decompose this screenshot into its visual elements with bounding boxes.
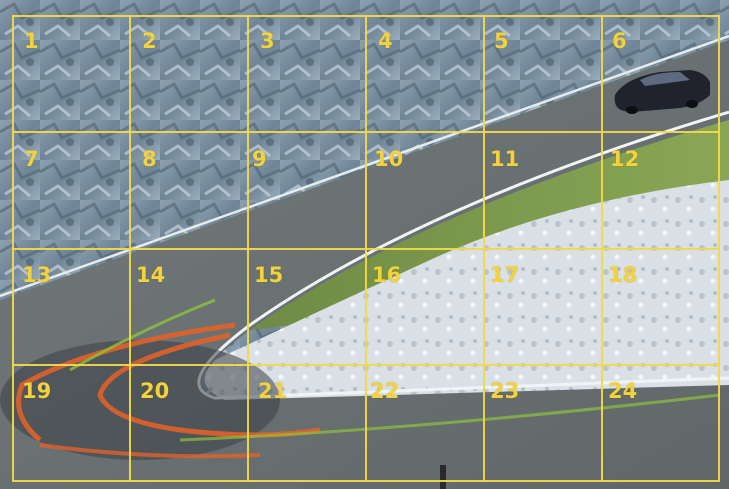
grid-cell-label: 19 bbox=[22, 381, 51, 402]
grid-cell-label: 20 bbox=[140, 381, 169, 402]
grid-overlay: 1 2 3 4 5 6 7 8 9 10 11 12 13 14 15 16 1… bbox=[12, 15, 720, 482]
grid-line bbox=[12, 248, 720, 250]
grid-cell-label: 6 bbox=[612, 31, 627, 52]
grid-cell-label: 16 bbox=[372, 265, 401, 286]
grid-cell-label: 21 bbox=[258, 381, 287, 402]
grid-cell-label: 22 bbox=[370, 381, 399, 402]
grid-cell-label: 10 bbox=[374, 149, 403, 170]
grid-cell-label: 8 bbox=[142, 149, 157, 170]
grid-cell-label: 4 bbox=[378, 31, 393, 52]
grid-line bbox=[12, 15, 720, 17]
grid-cell-label: 9 bbox=[252, 149, 267, 170]
grid-cell-label: 23 bbox=[490, 381, 519, 402]
grid-cell-label: 18 bbox=[608, 265, 637, 286]
grid-cell-label: 24 bbox=[608, 381, 637, 402]
grid-cell-label: 1 bbox=[24, 31, 39, 52]
grid-line bbox=[12, 480, 720, 482]
grid-cell-label: 13 bbox=[22, 265, 51, 286]
grid-cell-label: 17 bbox=[490, 265, 519, 286]
grid-line bbox=[12, 131, 720, 133]
grid-cell-label: 11 bbox=[490, 149, 519, 170]
grid-cell-label: 15 bbox=[254, 265, 283, 286]
grid-cell-label: 3 bbox=[260, 31, 275, 52]
grid-cell-label: 2 bbox=[142, 31, 157, 52]
grid-cell-label: 5 bbox=[494, 31, 509, 52]
grid-line bbox=[12, 364, 720, 366]
grid-cell-label: 12 bbox=[610, 149, 639, 170]
grid-cell-label: 14 bbox=[136, 265, 165, 286]
grid-cell-label: 7 bbox=[24, 149, 39, 170]
